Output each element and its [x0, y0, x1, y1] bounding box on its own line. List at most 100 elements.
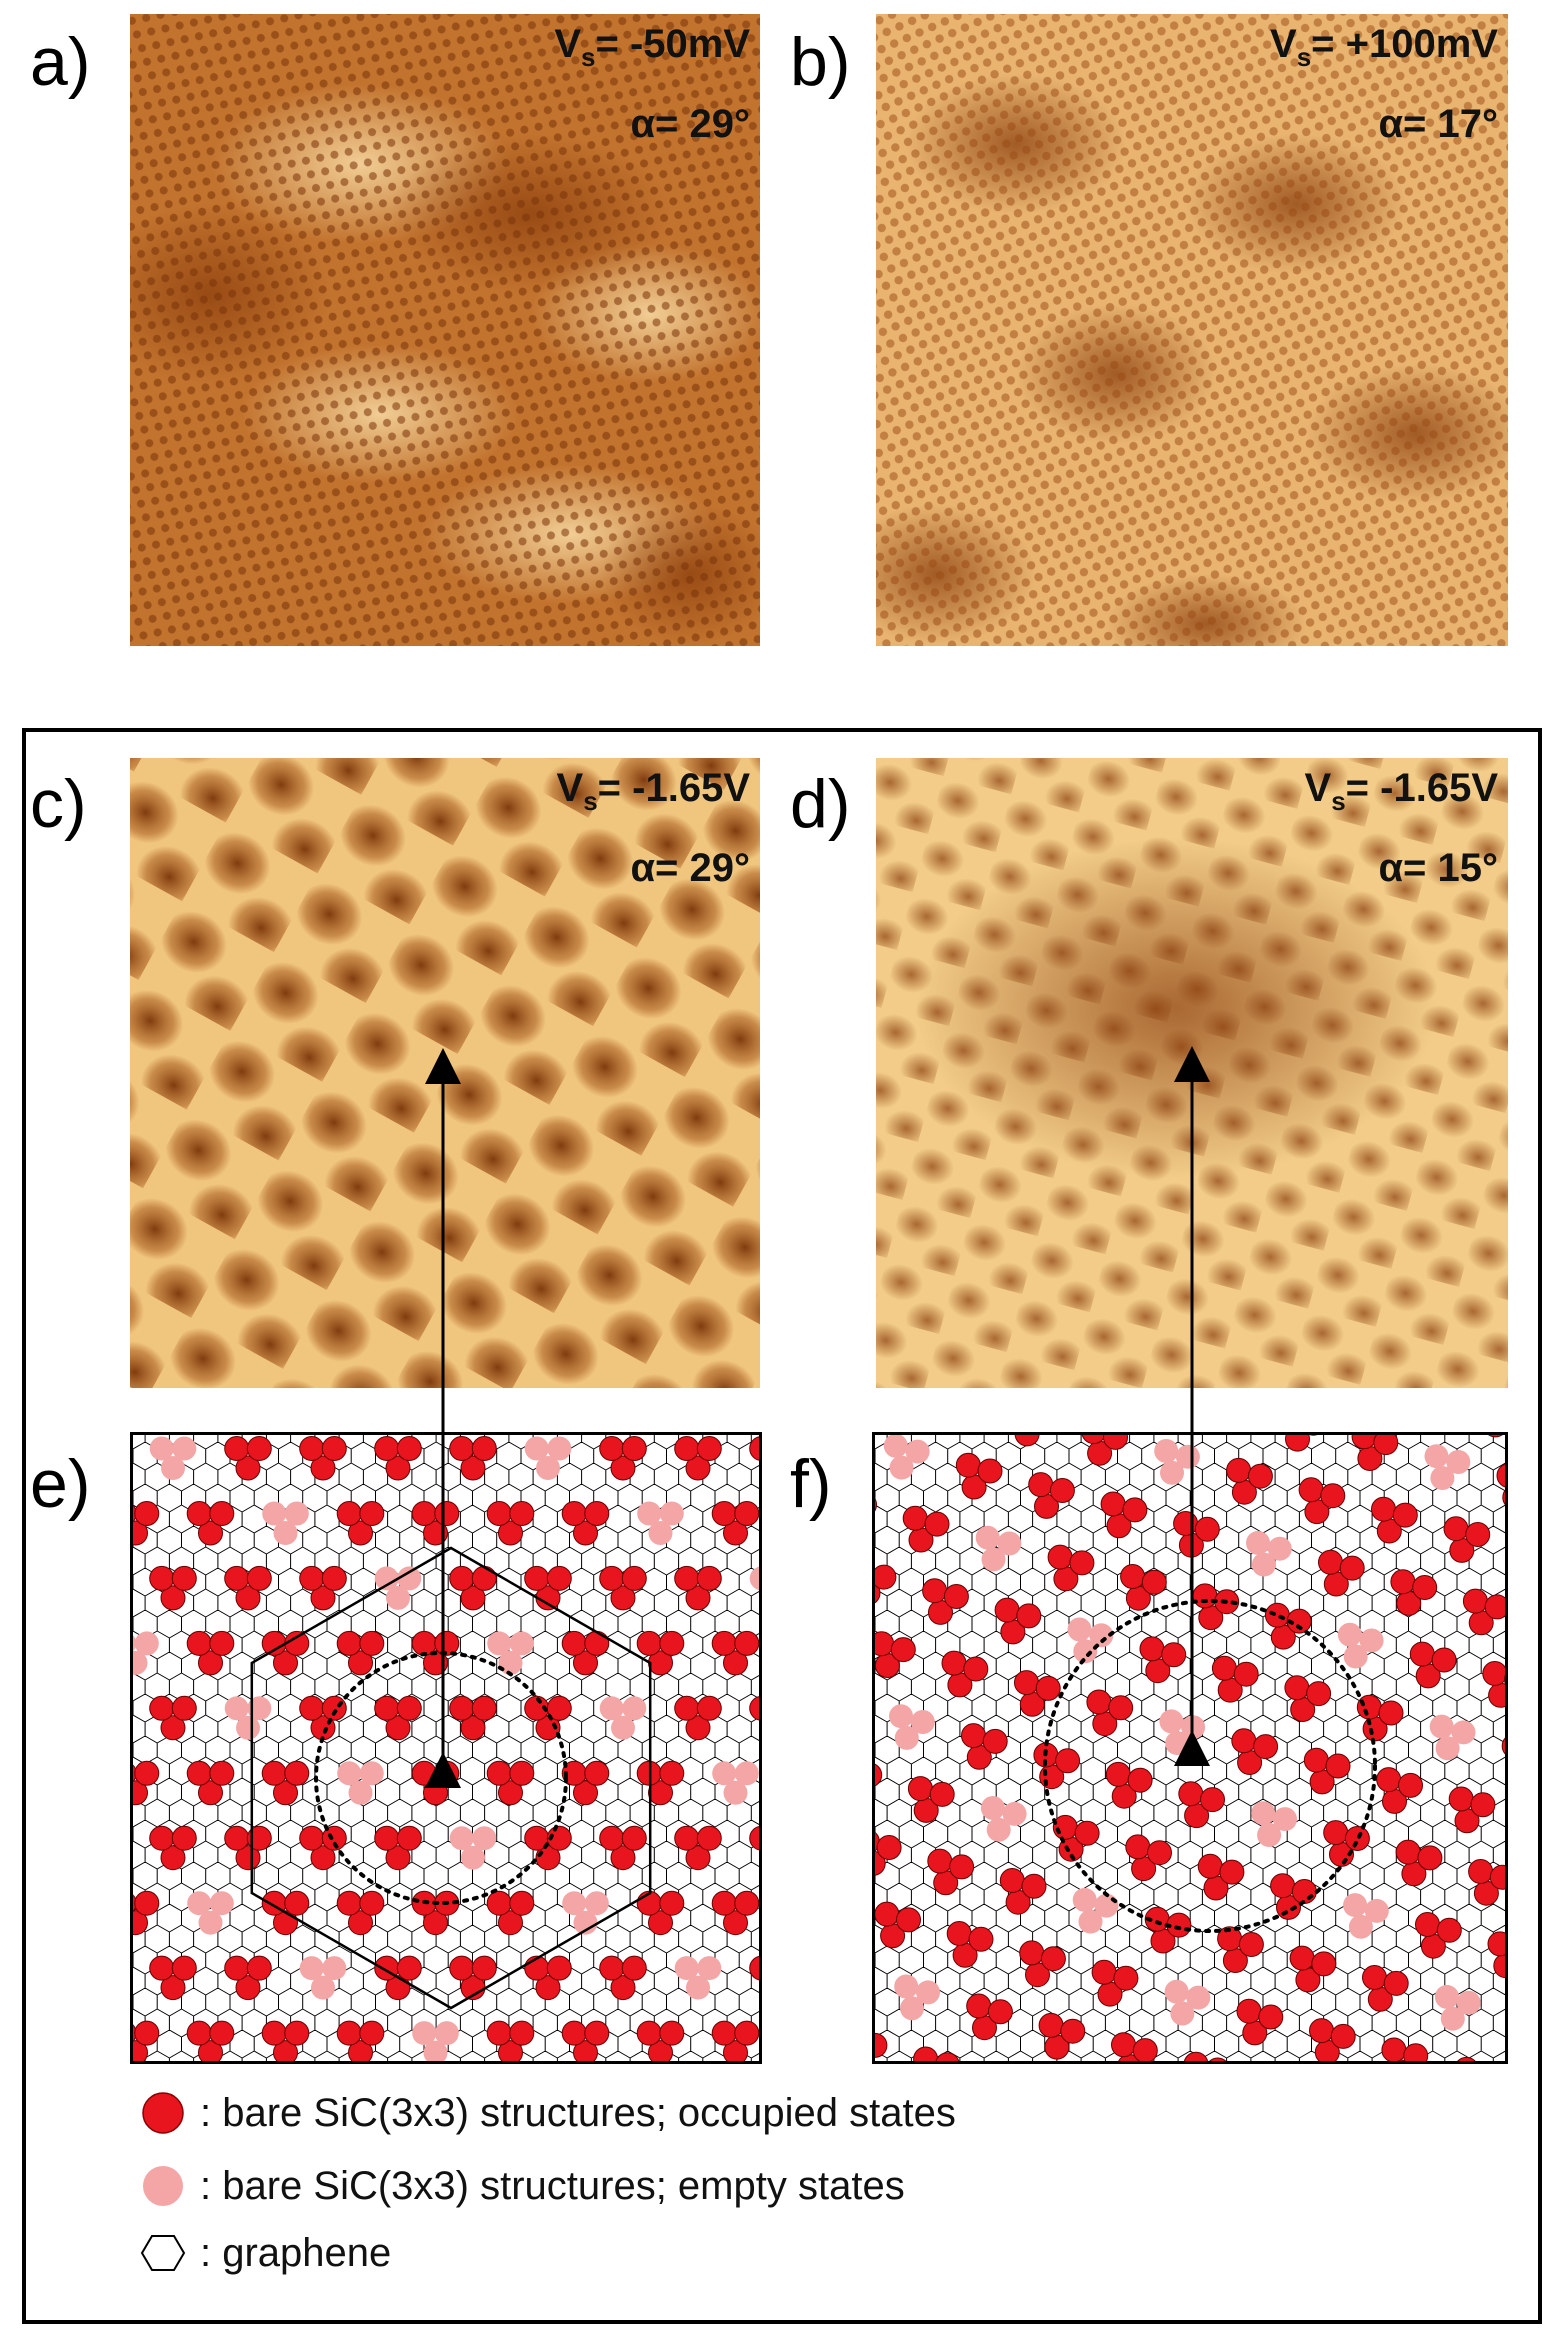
occupied-state-dot [935, 2052, 960, 2061]
empty-state-dot [247, 1696, 272, 1721]
occupied-state-dot [235, 1455, 261, 1481]
occupied-state-dot [929, 1781, 955, 1807]
empty-state-dot [659, 1501, 684, 1526]
empty-state-dot [749, 1566, 759, 1591]
occupied-state-dot [509, 1890, 535, 1916]
empty-state-dot [622, 1696, 647, 1721]
occupied-state-dot [573, 1520, 598, 1546]
occupied-state-dot [659, 2020, 685, 2046]
occupied-state-dot [749, 1436, 759, 1461]
occupied-state-dot [696, 1436, 722, 1461]
occupied-state-dot [546, 1695, 572, 1721]
empty-state-dot [1164, 1979, 1189, 2004]
occupied-state-dot [160, 1975, 186, 2001]
empty-state-dot [1364, 1898, 1389, 1923]
empty-state-dot [1343, 1893, 1368, 1918]
empty-state-dot [359, 1761, 384, 1786]
occupied-state-dot [509, 1501, 535, 1526]
occupied-state-dot [246, 1436, 272, 1461]
legend-graphene-text: : graphene [200, 2230, 392, 2275]
empty-state-dot [299, 1956, 324, 1981]
occupied-state-dot [460, 1715, 486, 1741]
occupied-state-dot [963, 1656, 989, 1682]
empty-state-dot [1267, 1536, 1292, 1561]
occupied-state-dot [1470, 1792, 1496, 1818]
occupied-state-dot [471, 1436, 497, 1461]
moire-circle [1043, 1599, 1377, 1933]
occupied-state-dot [471, 1695, 497, 1721]
occupied-state-dot [134, 1760, 160, 1786]
empty-state-dot [1246, 1530, 1270, 1555]
empty-state-dot [547, 1436, 572, 1461]
occupied-state-dot [1127, 1767, 1153, 1793]
occupied-state-dot [134, 2020, 160, 2046]
occupied-state-dot [659, 1630, 685, 1656]
occupied-state-dot [723, 2040, 748, 2061]
occupied-state-dot [1219, 1859, 1245, 1885]
occupied-state-dot [171, 1955, 197, 1981]
occupied-state-dot [348, 2040, 373, 2061]
empty-state-dot [916, 1980, 940, 2005]
occupied-state-dot [1457, 2056, 1476, 2061]
occupied-state-dot [321, 1825, 347, 1851]
occupied-state-dot [659, 1760, 685, 1786]
occupied-state-dot [273, 1650, 298, 1676]
empty-state-dot [449, 1826, 474, 1851]
occupied-state-dot [584, 1760, 610, 1786]
occupied-state-dot [723, 1650, 748, 1676]
occupied-state-dot [498, 2040, 523, 2061]
empty-state-dot [975, 1525, 1000, 1550]
empty-state-dot [1435, 1736, 1460, 1761]
empty-state-dot [133, 1650, 148, 1675]
occupied-state-dot [246, 1825, 272, 1851]
empty-state-dot [889, 1704, 913, 1729]
occupied-state-dot [734, 2020, 759, 2046]
empty-state-dot [894, 1974, 919, 1999]
occupied-state-dot [1021, 1873, 1047, 1899]
occupied-state-dot [1431, 1647, 1457, 1673]
empty-state-dot [374, 1566, 399, 1591]
occupied-state-dot [1113, 1965, 1139, 1991]
empty-state-dot [172, 1436, 197, 1461]
occupied-state-dot [1200, 1787, 1225, 1813]
empty-state-dot [1440, 2006, 1465, 2031]
empty-state-dot [198, 1910, 223, 1935]
occupied-state-dot [573, 2040, 598, 2061]
occupied-state-dot [659, 1890, 685, 1916]
angle-label-c: α= 29° [630, 846, 750, 890]
empty-state-dot [187, 1891, 212, 1916]
panel-label-c: c) [30, 766, 87, 842]
occupied-state-dot [573, 1780, 598, 1806]
occupied-state-dot [1306, 1681, 1332, 1707]
occupied-state-dot [1081, 1435, 1106, 1445]
occupied-state-dot [1285, 1435, 1310, 1452]
occupied-state-dot [610, 1845, 636, 1871]
occupied-state-dot [734, 1890, 759, 1916]
occupied-state-dot [1147, 1840, 1172, 1866]
occupied-state-dot [982, 1728, 1008, 1754]
occupied-state-dot [235, 1975, 261, 2001]
occupied-state-dot [1233, 1661, 1259, 1687]
occupied-state-dot [621, 1825, 647, 1851]
empty-state-dot [472, 1826, 497, 1851]
occupied-state-dot [171, 1695, 197, 1721]
empty-state-dot [1089, 1623, 1114, 1648]
occupied-state-dot [246, 1565, 272, 1591]
occupied-state-dot [209, 1760, 235, 1786]
empty-state-dot [1343, 1644, 1368, 1669]
graphene-hexagon-icon [140, 2235, 186, 2271]
occupied-state-dot [749, 1955, 759, 1981]
occupied-state-dot [648, 2040, 673, 2061]
empty-state-dot [273, 1521, 298, 1545]
occupied-state-dot [1132, 2038, 1158, 2061]
empty-state-dot [980, 1796, 1005, 1820]
occupied-state-dot [1339, 1555, 1365, 1581]
empty-state-dot [1348, 1914, 1373, 1939]
occupied-state-dot [209, 2020, 235, 2046]
occupied-state-dot [1465, 1522, 1491, 1547]
empty-state-dot [1002, 1801, 1027, 1826]
occupied-state-dot [134, 1890, 160, 1916]
occupied-state-dot [621, 1565, 647, 1591]
empty-state-dot [723, 1780, 748, 1805]
occupied-state-dot [648, 1910, 673, 1936]
